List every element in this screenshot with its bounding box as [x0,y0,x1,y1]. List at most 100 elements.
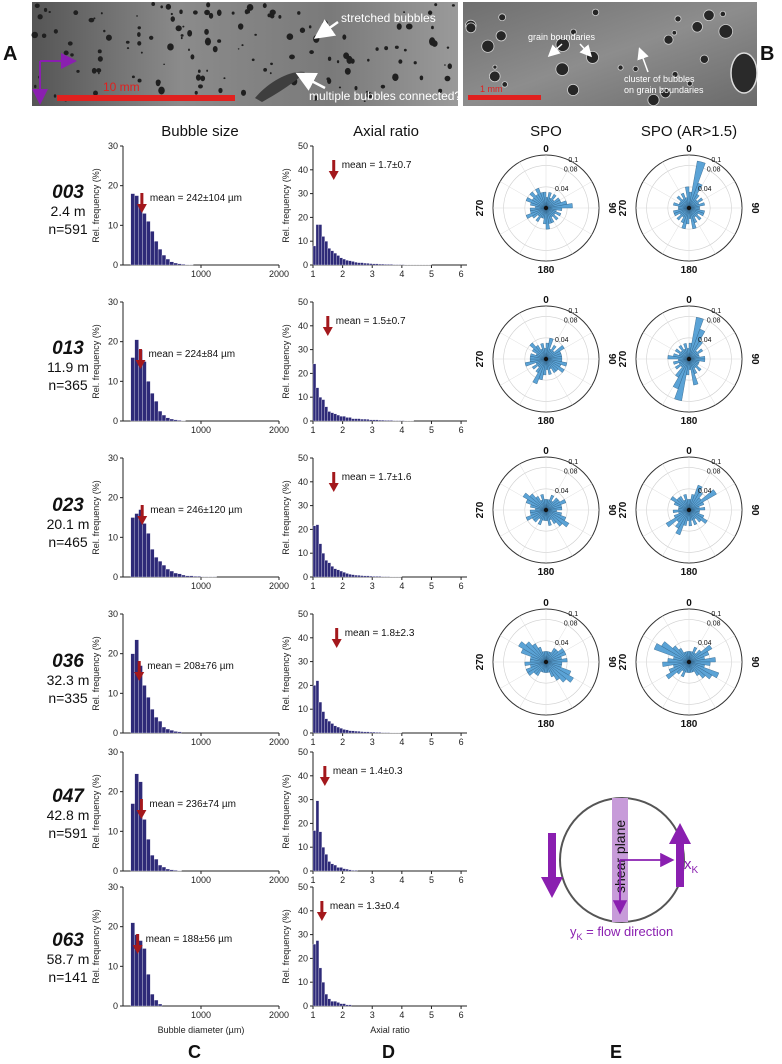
photo-a-bubble [218,87,223,94]
polar-rose-plot: 0 180 90 270 0.04 0.08 0.1 [618,446,760,578]
x-tick-label: 2000 [269,737,289,747]
photo-b: grain boundaries cluster of bubbles on g… [463,2,758,107]
photo-a-bubble [167,43,174,51]
yk-label: yK = flow direction [570,924,673,942]
x-tick-label: 2 [340,269,345,279]
histogram-bar [324,406,328,422]
histogram-bar [130,653,135,734]
polar-center-dot [686,356,692,362]
sample-id: 003 [52,182,84,203]
photo-a-bubble [354,86,358,91]
histogram-bar [354,418,358,422]
x-tick-label: 6 [459,581,464,591]
photo-a-bubble [170,12,173,16]
histogram-bar [327,248,331,266]
photo-b-bubble [671,71,679,78]
polar-ring-label: 0.04 [698,488,712,495]
histogram-bar [324,560,328,578]
panel-label-c: C [188,1042,201,1062]
polar-label-270: 270 [475,350,486,367]
polar-label-90: 90 [606,353,617,365]
polar-ring-label: 0.08 [564,318,578,325]
mean-arrow-head [319,777,330,786]
rose-petal [545,509,563,527]
rose-petal [688,328,706,360]
polar-label-180: 180 [538,567,555,578]
rose-petal [686,651,690,663]
photo-a-bubble [263,68,268,72]
photo-a-bubble [270,62,273,66]
polar-label-180: 180 [681,265,698,276]
histogram-bar [312,525,317,578]
histogram-bar [130,803,135,872]
polar-ring-label: 0.1 [711,611,721,618]
polar-center-dot [686,205,692,211]
sample-count: n=591 [48,825,88,841]
y-axis-label: Rel. frequency (%) [281,774,291,849]
photo-a-bubble [413,61,417,65]
photo-a-bubble [93,90,98,96]
histogram-bar [165,728,170,734]
mean-label: mean = 242±104 µm [150,193,242,204]
histogram-bar [318,701,323,734]
histogram-bar [173,419,178,422]
photo-a-bubble [37,14,43,20]
rose-petal [535,358,547,374]
photo-b-bubble [617,64,624,71]
polar-label-90: 90 [749,656,760,668]
mean-label: mean = 246±120 µm [150,505,242,516]
rose-petal [545,344,557,360]
photo-a-bubble [204,28,209,35]
rose-petal [688,358,702,372]
histogram-bar [165,258,170,266]
mean-label: mean = 1.4±0.3 [333,766,403,777]
photo-b-bubble [718,24,734,39]
photo-a-bubble [216,9,222,17]
y-tick-label: 50 [298,453,308,463]
histogram-bar [327,720,331,734]
rose-petal [674,358,690,370]
photo-a-bubble [231,11,235,15]
histogram-bar [177,263,182,266]
sample-count: n=591 [48,221,88,237]
photo-a-bubble [96,68,102,73]
polar-label-180: 180 [681,416,698,427]
x-tick-label: 2000 [269,1010,289,1020]
histogram-bar [363,418,367,422]
histogram-bar [315,940,320,1007]
histogram-bar [173,572,178,578]
rose-petal [688,657,716,663]
histogram-bar [333,864,337,872]
rose-petal [688,644,713,663]
histogram-bar [375,576,379,578]
histogram-bar [351,870,355,872]
histogram-bar [342,868,346,872]
photo-a-bubble [170,16,175,22]
photo-a-bubble [286,33,294,41]
histogram-bar [181,264,186,266]
rose-petal [688,340,703,360]
y-tick-label: 0 [303,416,308,426]
photo-b-bubble [674,15,682,23]
rose-petal [676,207,690,221]
polar-ring-label: 0.1 [711,308,721,315]
photo-a-bubble [206,2,211,8]
histogram-bar [386,420,391,422]
photo-a-bubble [195,74,201,81]
photo-a-bubble [212,45,218,53]
photo-a-bubble [451,4,455,7]
histogram-bar [330,723,334,734]
photo-a-bubble [342,34,347,40]
photo-a-bubble [88,17,95,23]
rose-petal [524,358,547,367]
histogram-bar [138,205,143,266]
x-tick-label: 2 [340,581,345,591]
histogram-bar [342,1003,346,1007]
polar-ring-label: 0.08 [564,469,578,476]
rose-petal [688,509,702,523]
photo-a-bubble [148,35,154,40]
photo-b-scale-label: 1 mm [480,84,503,94]
y-axis-label: Rel. frequency (%) [91,636,101,711]
histogram-bar [348,573,352,578]
x-tick-label: 1000 [191,269,211,279]
